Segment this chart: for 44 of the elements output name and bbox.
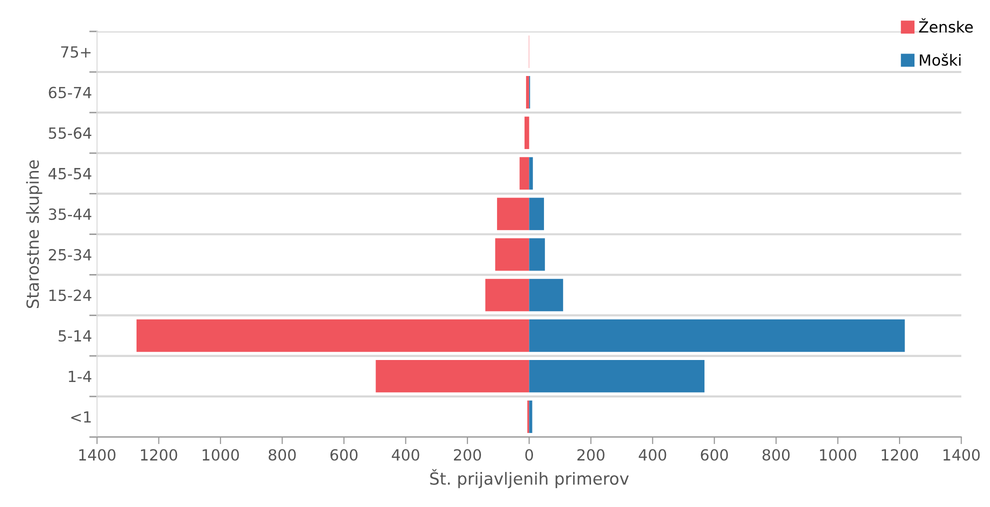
bar xyxy=(529,198,544,230)
y-tick-label: 15-24 xyxy=(49,290,92,302)
x-tick-label: 1000 xyxy=(820,449,856,461)
y-tick-label: 65-74 xyxy=(48,86,92,98)
y-tick-label: 1-4 xyxy=(68,370,92,382)
bar xyxy=(520,157,530,190)
y-tick-label: 25-34 xyxy=(48,248,92,261)
y-tick-label: 75+ xyxy=(61,46,91,58)
bar xyxy=(529,238,545,271)
y-tick-label: 45-54 xyxy=(48,168,92,180)
bar xyxy=(497,198,530,230)
y-tick-label: 35-44 xyxy=(48,208,92,220)
x-tick-label: 800 xyxy=(762,449,790,461)
bar xyxy=(524,116,530,150)
bar xyxy=(529,319,905,352)
bar xyxy=(529,278,564,312)
x-tick-label: 400 xyxy=(392,449,420,461)
x-tick-label: 400 xyxy=(638,449,666,461)
x-tick-label: 600 xyxy=(700,449,728,461)
bar xyxy=(485,278,530,312)
y-tick-label: 55-64 xyxy=(48,127,92,139)
legend-label: Ženske xyxy=(919,18,973,33)
x-axis-title: Št. prijavljenih primerov xyxy=(430,469,629,488)
x-tick-label: 1000 xyxy=(202,449,239,461)
bar xyxy=(376,360,530,392)
bar xyxy=(529,360,704,392)
bar xyxy=(526,76,530,108)
x-tick-label: 600 xyxy=(330,449,358,461)
y-tick-label: 5-14 xyxy=(58,330,92,342)
x-tick-label: 200 xyxy=(454,449,481,461)
x-tick-label: 0 xyxy=(525,449,533,461)
x-tick-label: 200 xyxy=(577,449,604,461)
bar xyxy=(529,400,532,433)
x-tick-label: 1400 xyxy=(79,449,116,461)
x-tick-label: 1200 xyxy=(140,449,178,461)
bar xyxy=(136,319,530,352)
y-axis-title: Starostne skupine xyxy=(26,160,42,308)
x-tick-label: 1200 xyxy=(882,449,918,461)
x-tick-label: 800 xyxy=(268,449,296,461)
legend-label: Moški xyxy=(920,53,961,66)
bar xyxy=(495,238,530,271)
x-tick-label: 1400 xyxy=(944,449,980,461)
y-tick-label: <1 xyxy=(71,411,91,423)
bar xyxy=(529,157,533,190)
